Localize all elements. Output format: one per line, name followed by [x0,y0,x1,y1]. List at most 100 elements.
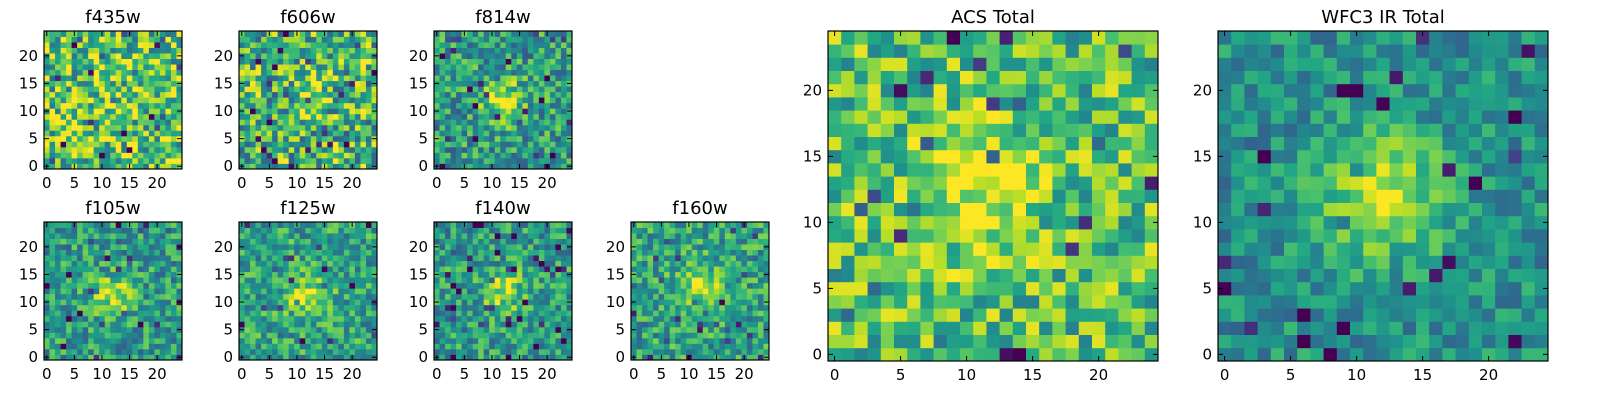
heatmap-cell [445,163,451,170]
heatmap-cell [143,141,150,148]
heatmap-cell [60,163,67,170]
heatmap-cell [154,69,161,76]
heatmap-cell [71,260,78,267]
heatmap-cell [137,102,144,109]
heatmap-cell [66,244,72,250]
heatmap-cell [283,75,290,82]
heatmap-cell [445,97,451,104]
heatmap-cell [527,326,534,333]
heatmap-cell [250,80,256,87]
heatmap-cell [115,277,122,284]
heatmap-cell [1092,334,1106,349]
heatmap-cell [538,315,545,322]
heatmap-cell [338,135,345,142]
heatmap-cell [467,271,474,278]
heatmap-cell [148,227,155,234]
heatmap-cell [371,332,378,339]
heatmap-cell [757,277,764,284]
heatmap-cell [272,260,279,267]
heatmap-cell [288,222,295,228]
heatmap-cell [338,343,345,350]
x-tick-label: 5 [265,365,275,383]
heatmap-cell [93,271,100,278]
heatmap-cell [686,343,693,350]
heatmap-cell [321,321,328,328]
heatmap-cell [239,42,245,48]
heatmap-cell [516,53,523,59]
heatmap-cell [516,80,523,87]
heatmap-cell [489,227,496,234]
heatmap-cell [516,91,523,98]
heatmap-cell [143,277,150,284]
heatmap-cell [675,271,682,278]
panel-title: f435w [85,7,140,28]
heatmap-cell [1052,321,1066,335]
heatmap-cell [538,326,545,333]
heatmap-cell [332,146,339,153]
heatmap-cell [549,293,556,300]
heatmap-cell [1105,295,1119,309]
heatmap-cell [343,53,350,59]
heatmap-cell [261,80,267,87]
heatmap-cell [165,255,172,262]
heatmap-cell [154,293,161,300]
heatmap-cell [533,337,540,344]
heatmap-cell [505,119,512,126]
heatmap-cell [555,152,562,159]
heatmap-cell [538,277,545,284]
heatmap-cell [697,277,704,284]
heatmap-cell [1052,308,1066,322]
heatmap-cell [354,86,361,93]
heatmap-cell [631,238,637,245]
heatmap-cell [316,124,323,131]
heatmap-cell [60,332,67,339]
heatmap-cell [371,58,378,65]
heatmap-cell [647,348,654,355]
heatmap-cell [653,233,659,239]
heatmap-cell [77,315,84,322]
heatmap-cell [450,97,457,104]
heatmap-cell [99,91,106,98]
heatmap-cell [121,222,128,228]
heatmap-cell [841,189,855,203]
heatmap-cell [636,222,643,228]
heatmap-cell [277,141,284,148]
heatmap-cell [338,97,345,104]
heatmap-cell [310,97,317,104]
heatmap-cell [99,337,106,344]
heatmap-cell [360,141,367,148]
heatmap-cell [555,310,562,317]
x-tick-label: 0 [237,365,247,383]
heatmap-cell [176,130,183,137]
heatmap-cell [99,332,106,339]
heatmap-cell [244,299,251,306]
heatmap-cell [566,36,573,43]
heatmap-cell [126,80,133,87]
heatmap-cell [511,86,518,93]
heatmap-cell [244,266,251,273]
heatmap-cell [730,266,737,273]
heatmap-cell [250,321,256,328]
heatmap-cell [255,343,262,350]
heatmap-cell [467,332,474,339]
heatmap-cell [719,227,726,234]
x-tick-label: 15 [707,365,726,383]
heatmap-cell [527,102,534,109]
heatmap-cell [250,315,256,322]
heatmap-cell [691,343,698,350]
heatmap-cell [730,271,737,278]
heatmap-cell [239,58,245,65]
heatmap-cell [1144,163,1159,177]
heatmap-cell [143,146,150,153]
heatmap-cell [1026,189,1040,203]
heatmap-cell [283,227,290,234]
heatmap-cell [137,271,144,278]
heatmap-cell [658,238,665,245]
heatmap-cell [99,130,106,137]
heatmap-cell [310,163,317,170]
heatmap-cell [88,266,95,273]
heatmap-cell [494,337,501,344]
heatmap-cell [365,47,372,54]
heatmap-cell [494,102,501,109]
heatmap-cell [283,64,290,71]
